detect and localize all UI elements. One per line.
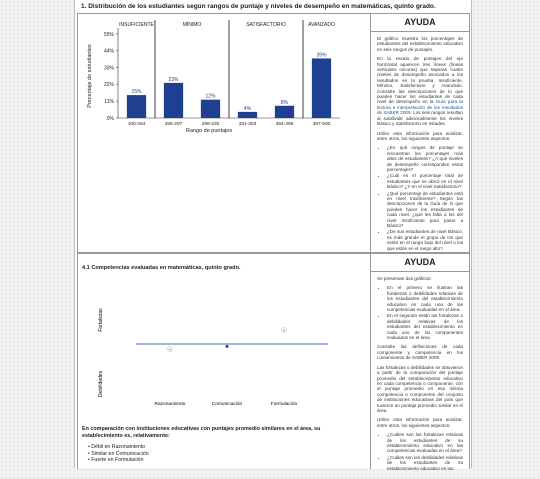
bar	[163, 82, 184, 118]
section-1-title: 1. Distribución de los estudiantes según…	[81, 3, 436, 10]
help-question: ¿Cuál es el porcentaje total de estudian…	[387, 173, 463, 189]
y-tick-label: 22%	[104, 82, 115, 88]
x-axis-title: Rango de puntajes	[186, 128, 232, 134]
help-paragraph: Utilice esta información para analizar, …	[377, 130, 463, 141]
strengths-label: Fortalezas	[98, 308, 104, 332]
help-question: ¿Cuáles son las fortalezas relativas de …	[387, 432, 463, 454]
x-tick-label: 265-297	[165, 121, 183, 127]
help-title: AYUDA	[371, 254, 469, 272]
comparison-results: Débil en Razonamiento Similar en Comunic…	[88, 444, 149, 464]
comparison-text: En comparación con instituciones educati…	[82, 426, 321, 439]
bar	[274, 105, 295, 118]
y-tick-label: 33%	[104, 65, 115, 71]
help-paragraph: Se presentan dos gráficos:	[377, 276, 432, 281]
x-tick-label: 397-500	[313, 121, 331, 127]
help-question: ¿De sus estudiantes de nivel Básico, es …	[387, 229, 463, 251]
weaknesses-label: Debilidades	[98, 370, 104, 397]
score-distribution-chart: 0% 11% 22% 33% 44% 55% INSUFICIENTE MÍNIMO SATIS…	[87, 20, 340, 134]
help-panel-2: AYUDA Se presentan dos gráficos: En el p…	[370, 254, 469, 471]
help-question: ¿Cuáles son las debilidades relativas de…	[387, 455, 463, 471]
help-question-list: ¿En qué rangos de puntaje se encuentran …	[377, 145, 463, 251]
help-list: En el primero se ilustran las fortalezas…	[377, 285, 463, 340]
marker-outline	[281, 327, 287, 333]
section-2-title: 4.1 Competencias evaluadas en matemática…	[82, 265, 241, 271]
level-label: INSUFICIENTE	[119, 22, 154, 28]
x-tick-label: 100-264	[128, 121, 146, 127]
marker-razonamiento: +	[168, 347, 171, 353]
bar	[311, 58, 332, 118]
marker-comunicacion: ■	[225, 344, 228, 350]
help-item: En el segundo están las fortalezas o deb…	[387, 313, 463, 340]
competency-label: Razonamiento	[155, 401, 186, 407]
help-question: ¿En qué rangos de puntaje se encuentran …	[387, 145, 463, 172]
bar	[200, 99, 221, 118]
bar-value-label: 4%	[244, 106, 252, 112]
report-page: 1. Distribución de los estudiantes según…	[74, 0, 472, 471]
bar-value-label: 12%	[205, 94, 216, 100]
bar-value-label: 23%	[168, 77, 179, 83]
bar-value-label: 15%	[131, 89, 142, 95]
marker-formulacion: +	[282, 328, 285, 334]
x-tick-label: 331-363	[239, 121, 257, 127]
help-paragraph: Las fortalezas o debilidades se obtuvier…	[377, 364, 463, 413]
section-1-panel: 0% 11% 22% 33% 44% 55% INSUFICIENTE MÍNIMO SATIS…	[77, 13, 470, 253]
section-2-panel: 4.1 Competencias evaluadas en matemática…	[77, 253, 470, 471]
y-tick-label: 0%	[107, 116, 115, 122]
help-paragraph: Utilice esta información para analizar, …	[377, 417, 463, 428]
bar	[126, 95, 147, 118]
x-tick-label: 298-330	[202, 121, 220, 127]
result-item: Fuerte en Formulación	[88, 457, 149, 464]
marker-outline	[167, 346, 173, 352]
y-axis-title: Porcentaje de estudiantes	[87, 44, 93, 108]
help-panel-1: AYUDA El gráfico muestra los porcentajes…	[370, 14, 469, 252]
y-tick-label: 55%	[104, 32, 115, 38]
guide-link[interactable]: Guía para la lectura e interpretación de…	[377, 99, 463, 116]
competency-label: Comunicación	[212, 401, 243, 407]
help-item: En el primero se ilustran las fortalezas…	[387, 285, 463, 312]
help-question-list: ¿Cuáles son las fortalezas relativas de …	[377, 432, 463, 471]
result-item: Débil en Razonamiento	[88, 444, 149, 451]
level-label: SATISFACTORIO	[246, 22, 286, 28]
level-label: MÍNIMO	[183, 21, 202, 28]
y-tick-label: 11%	[104, 99, 114, 105]
help-paragraph: En la escala de puntajes del eje horizon…	[377, 56, 463, 127]
level-label: AVANZADO	[308, 22, 335, 28]
help-paragraph: Consulte las definiciones de cada compon…	[377, 344, 463, 361]
competency-label: Formulación	[271, 401, 298, 407]
result-item: Similar en Comunicación	[88, 451, 148, 458]
help-paragraph: El gráfico muestra los porcentajes de es…	[377, 36, 463, 52]
help-title: AYUDA	[371, 14, 469, 32]
help-question: ¿Qué porcentaje de estudiantes está en n…	[387, 191, 463, 229]
y-tick-label: 44%	[104, 49, 115, 55]
bar-value-label: 8%	[281, 100, 289, 106]
competencies-chart: Fortalezas Debilidades + ■ + Razonamient…	[98, 308, 328, 407]
x-tick-label: 364-396	[276, 121, 294, 127]
bar	[237, 111, 258, 118]
bar-value-label: 39%	[316, 52, 327, 58]
